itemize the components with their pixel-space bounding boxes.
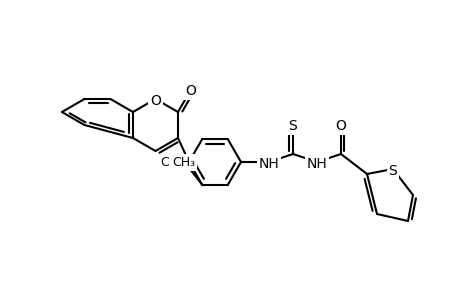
Text: CH₃: CH₃: [160, 156, 184, 169]
Text: O: O: [185, 84, 196, 98]
Text: O: O: [335, 118, 346, 133]
Text: O: O: [150, 94, 161, 107]
Text: S: S: [288, 118, 297, 133]
Text: NH: NH: [258, 157, 279, 170]
Text: S: S: [388, 164, 397, 178]
Text: CH₃: CH₃: [172, 156, 195, 169]
Text: NH: NH: [306, 157, 327, 170]
